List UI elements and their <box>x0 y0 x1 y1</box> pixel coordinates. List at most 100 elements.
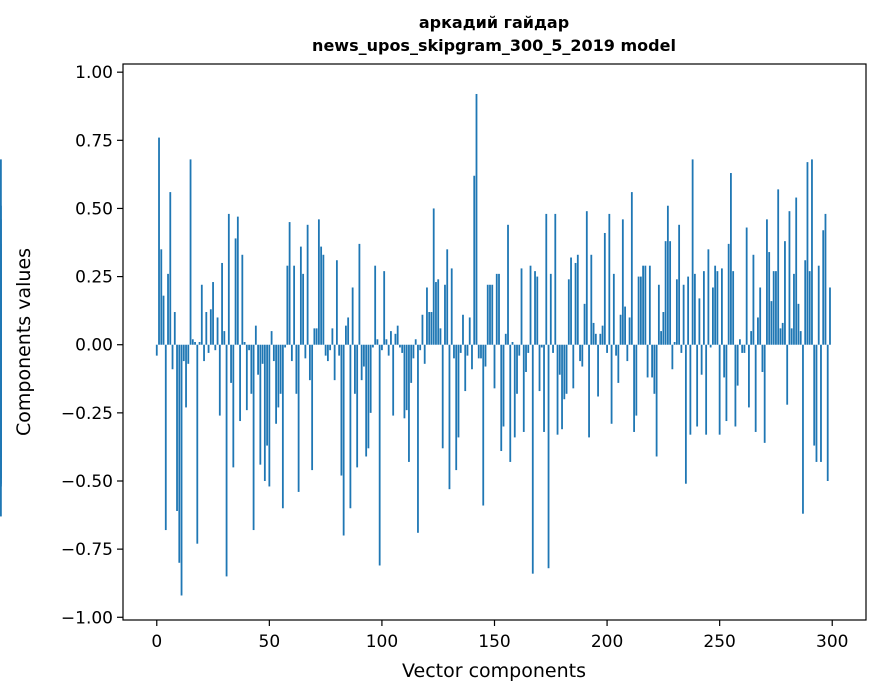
bar <box>236 216 239 345</box>
bar <box>651 344 654 378</box>
bar <box>455 344 458 471</box>
bar <box>824 213 827 345</box>
bar <box>281 344 284 509</box>
bar <box>360 344 363 381</box>
bar <box>482 344 485 506</box>
y-tick-label: 1.00 <box>75 63 113 83</box>
bar <box>234 238 237 345</box>
bar <box>567 279 570 345</box>
bar <box>311 344 314 471</box>
bar <box>230 344 232 383</box>
bar <box>727 243 730 345</box>
bar <box>637 276 640 345</box>
bar <box>572 344 575 389</box>
bar <box>423 344 426 364</box>
bar <box>696 344 699 427</box>
bar <box>585 211 588 345</box>
bar <box>173 312 176 345</box>
bar <box>511 342 514 345</box>
bar <box>335 260 338 345</box>
bar <box>826 344 829 481</box>
bar <box>527 344 530 353</box>
bar <box>736 344 739 386</box>
bar <box>509 344 512 462</box>
bar <box>682 284 685 345</box>
bar <box>536 276 539 345</box>
bar <box>775 271 777 345</box>
bar <box>381 344 383 351</box>
bar <box>797 303 800 345</box>
bar <box>444 284 446 345</box>
y-tick-label: 0.75 <box>75 131 113 151</box>
bar <box>414 339 417 345</box>
bar <box>432 208 435 345</box>
bar <box>570 257 572 345</box>
bar <box>275 344 277 424</box>
bar <box>619 314 622 345</box>
y-axis-label: Components values <box>13 248 35 436</box>
bar <box>194 342 196 345</box>
bars-layer <box>0 93 831 596</box>
bar <box>369 344 372 413</box>
bar <box>0 344 2 367</box>
chart-title: аркадий гайдар <box>419 13 569 32</box>
bar <box>486 284 489 345</box>
bar <box>257 344 259 375</box>
bar <box>504 333 507 345</box>
bar <box>248 344 250 351</box>
bar <box>383 271 386 345</box>
bar <box>601 325 604 345</box>
bar <box>232 344 235 468</box>
bar <box>464 344 467 392</box>
bar <box>664 241 667 345</box>
bar <box>712 287 714 345</box>
bar <box>693 273 696 345</box>
bar <box>457 344 460 438</box>
bar <box>466 344 469 356</box>
bar <box>583 303 586 345</box>
bar <box>669 241 672 345</box>
y-tick-label: 0.00 <box>75 336 113 356</box>
bar <box>354 344 356 394</box>
bar <box>491 284 494 345</box>
bar <box>680 344 683 353</box>
bar <box>716 271 719 345</box>
bar <box>297 344 300 492</box>
bar <box>315 328 318 345</box>
bar <box>196 344 199 544</box>
bar <box>639 276 642 345</box>
bar <box>225 344 228 577</box>
bar <box>477 344 480 359</box>
bar <box>817 265 820 345</box>
bar <box>326 344 329 362</box>
x-tick-label: 150 <box>478 632 510 652</box>
bar <box>185 344 187 408</box>
bar <box>441 344 444 449</box>
bar <box>540 344 543 348</box>
bar <box>757 317 759 345</box>
bar <box>473 175 476 345</box>
bar <box>331 328 334 345</box>
bar <box>293 265 296 345</box>
bar <box>642 265 644 345</box>
bar <box>653 344 656 394</box>
bar <box>221 262 223 345</box>
bar <box>721 268 723 345</box>
bar <box>261 344 264 364</box>
bar <box>322 254 325 345</box>
bar <box>277 344 280 408</box>
bar <box>813 344 816 446</box>
bar <box>766 219 768 345</box>
bar <box>306 224 309 345</box>
bar <box>304 344 307 359</box>
bar <box>363 344 365 367</box>
bar <box>462 314 464 345</box>
chart-subtitle: news_upos_skipgram_300_5_2019 model <box>312 36 676 55</box>
bar <box>160 249 163 345</box>
x-axis-label: Vector components <box>402 660 586 682</box>
x-tick-label: 300 <box>816 632 848 652</box>
bar <box>345 325 347 345</box>
x-tick-label: 0 <box>151 632 162 652</box>
